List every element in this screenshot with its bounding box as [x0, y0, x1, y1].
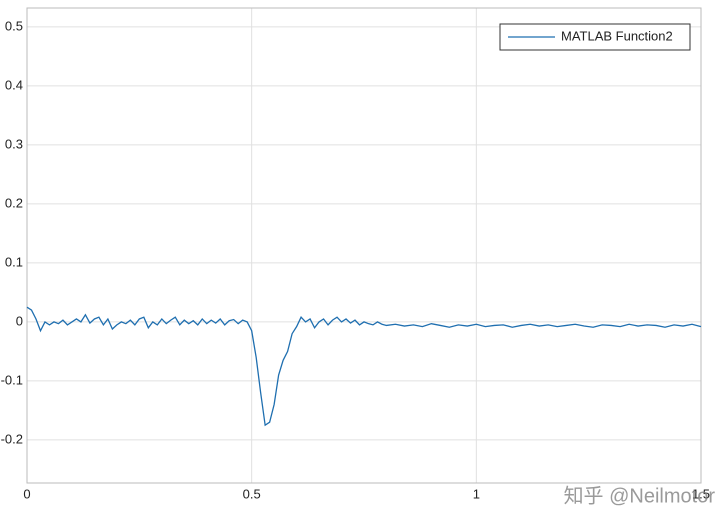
plot-frame: [26, 7, 702, 484]
y-tick-label: 0.5: [5, 18, 23, 33]
y-tick-label: -0.2: [1, 431, 23, 446]
y-tick-label: 0.3: [5, 136, 23, 151]
x-tick-label: 0.5: [243, 486, 261, 501]
x-tick-label: 1: [473, 486, 480, 501]
y-tick-label: 0.1: [5, 254, 23, 269]
legend-label: MATLAB Function2: [561, 28, 673, 43]
y-tick-label: 0.4: [5, 77, 23, 92]
x-tick-label: 1.5: [692, 486, 710, 501]
x-tick-label: 0: [23, 486, 30, 501]
watermark: 知乎 @Neilmotor: [564, 484, 716, 507]
y-tick-label: 0.2: [5, 195, 23, 210]
y-tick-label: 0: [16, 313, 23, 328]
data-line: [26, 306, 702, 427]
y-tick-label: -0.1: [1, 372, 23, 387]
